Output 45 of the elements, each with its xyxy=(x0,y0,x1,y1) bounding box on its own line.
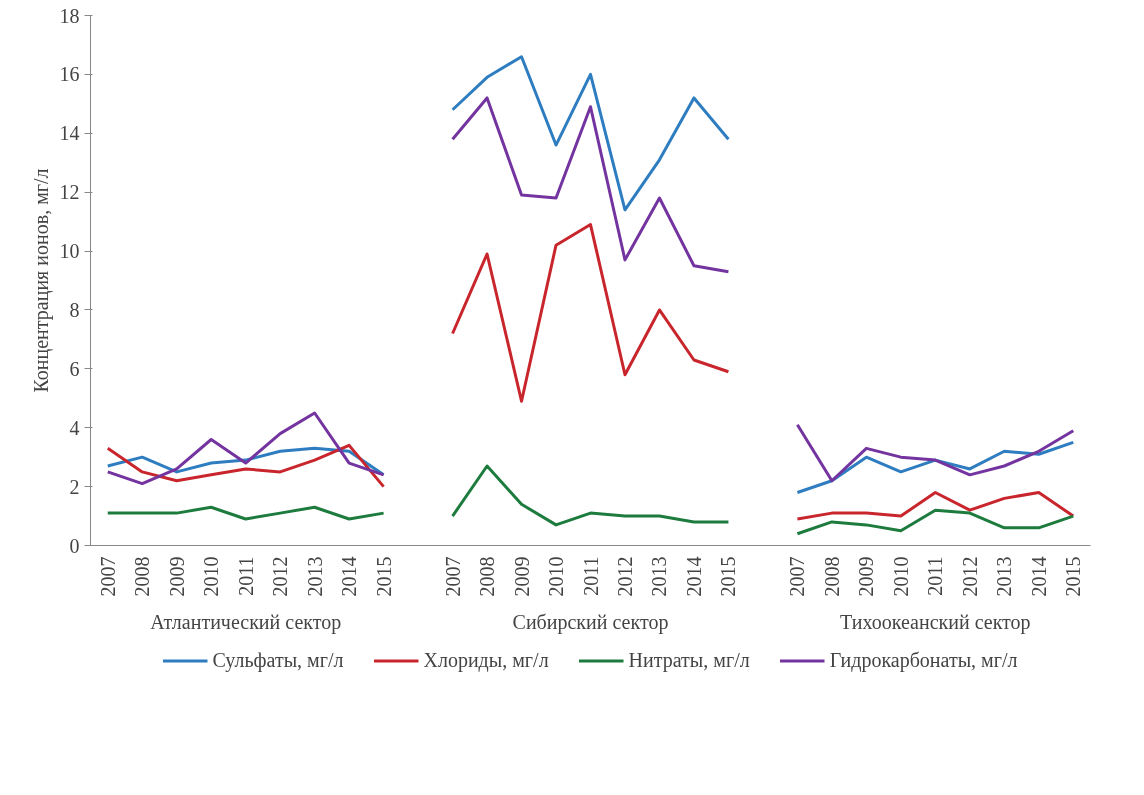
x-tick-label: 2015 xyxy=(717,556,740,597)
text: Сибирский сектор xyxy=(512,610,669,634)
legend-label: Нитраты, мг/л xyxy=(628,648,750,672)
y-tick-label: 12 xyxy=(59,181,80,204)
x-tick-label: 2012 xyxy=(958,556,981,597)
x-tick-label: 2007 xyxy=(96,556,119,597)
x-tick-label: 2013 xyxy=(993,556,1016,597)
x-tick-label: 2009 xyxy=(165,556,188,597)
x-tick-label: 2007 xyxy=(441,556,464,597)
text: Тихоокеанский сектор xyxy=(840,610,1031,634)
x-tick-label: 2011 xyxy=(924,556,947,596)
x-tick-label: 2010 xyxy=(545,556,568,597)
x-tick-label: 2014 xyxy=(338,556,361,597)
legend-label: Хлориды, мг/л xyxy=(423,648,549,672)
x-tick-label: 2015 xyxy=(1062,556,1085,597)
x-tick-label: 2011 xyxy=(579,556,602,596)
y-tick-label: 4 xyxy=(69,416,80,439)
x-tick-label: 2015 xyxy=(372,556,395,597)
x-tick-label: 2010 xyxy=(200,556,223,597)
x-tick-label: 2008 xyxy=(476,556,499,597)
x-tick-label: 2010 xyxy=(889,556,912,597)
x-tick-label: 2011 xyxy=(234,556,257,596)
y-tick-label: 18 xyxy=(59,4,80,27)
x-tick-label: 2013 xyxy=(648,556,671,597)
x-tick-label: 2009 xyxy=(510,556,533,597)
legend-label: Гидрокарбонаты, мг/л xyxy=(829,648,1018,672)
x-tick-label: 2008 xyxy=(131,556,154,597)
y-tick-label: 10 xyxy=(59,240,80,263)
y-tick-label: 14 xyxy=(59,122,80,145)
x-tick-label: 2012 xyxy=(269,556,292,597)
x-tick-label: 2014 xyxy=(1027,556,1050,597)
x-tick-label: 2013 xyxy=(303,556,326,597)
y-tick-label: 0 xyxy=(69,534,80,557)
y-tick-label: 8 xyxy=(69,298,80,321)
y-axis-title: Концентрация ионов, мг/л xyxy=(29,168,53,393)
x-tick-label: 2007 xyxy=(786,556,809,597)
y-tick-label: 2 xyxy=(69,475,80,498)
y-tick-label: 6 xyxy=(69,357,80,380)
y-tick-label: 16 xyxy=(59,63,80,86)
text: Атлантический сектор xyxy=(150,610,342,634)
x-tick-label: 2009 xyxy=(855,556,878,597)
x-tick-label: 2014 xyxy=(682,556,705,597)
x-tick-label: 2008 xyxy=(820,556,843,597)
x-tick-label: 2012 xyxy=(613,556,636,597)
legend-label: Сульфаты, мг/л xyxy=(212,648,344,672)
